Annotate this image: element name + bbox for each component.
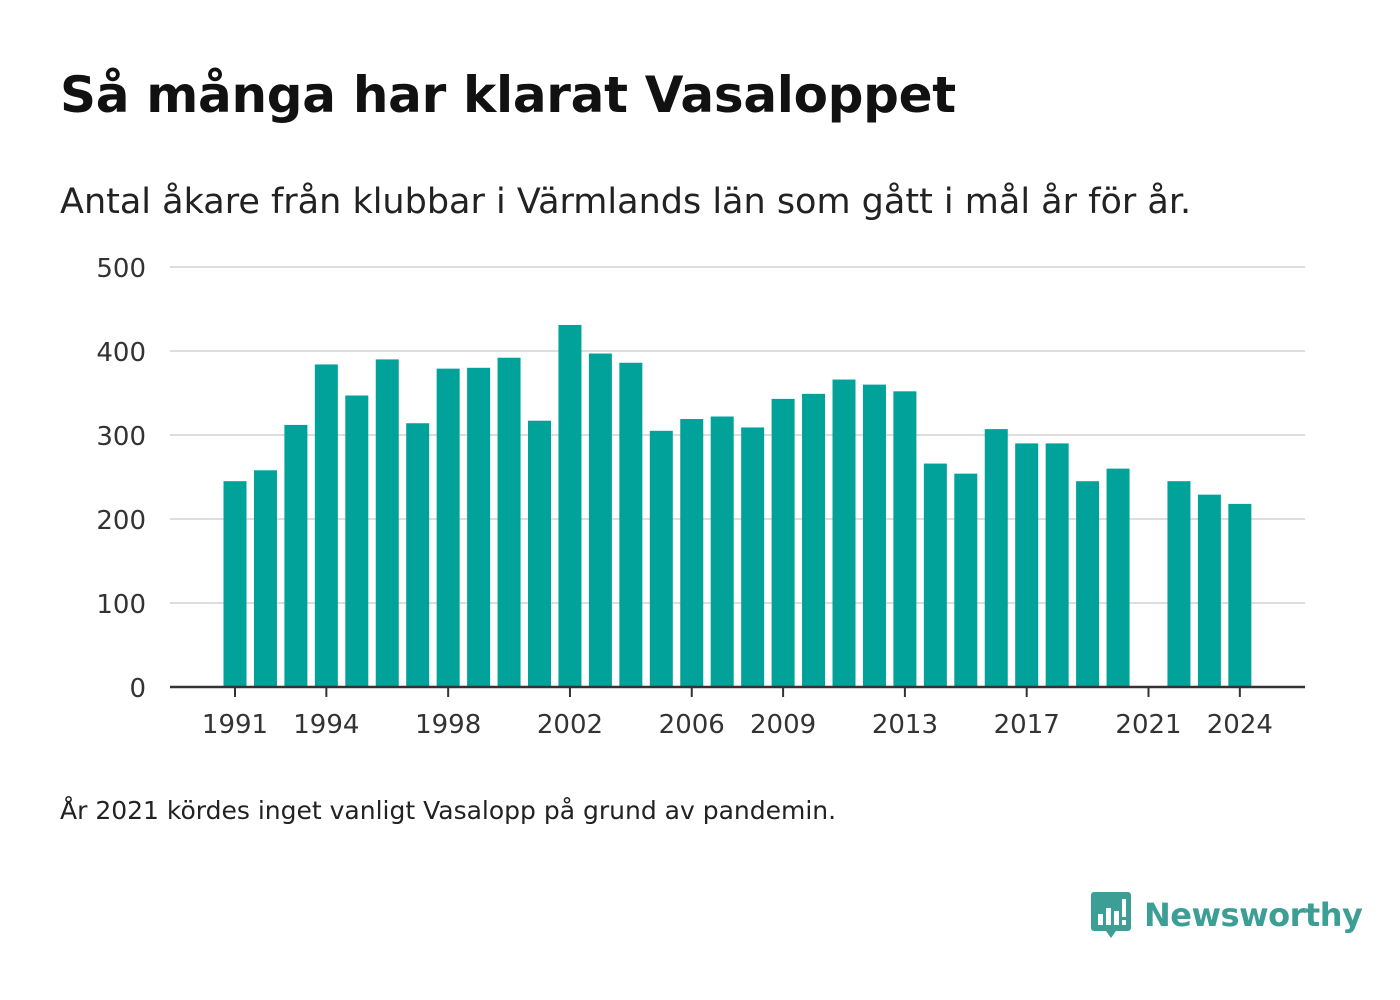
x-tick-label: 2024 [1207, 710, 1273, 740]
x-tick-label: 2006 [659, 710, 725, 740]
bar-2012 [862, 384, 886, 687]
bar-2005 [649, 430, 673, 687]
bar-2011 [832, 379, 856, 687]
x-tick-label: 1998 [415, 710, 481, 740]
y-tick-label: 400 [96, 338, 146, 368]
bar-1995 [345, 395, 369, 687]
bar-2000 [497, 357, 521, 687]
chart-title: Så många har klarat Vasaloppet [60, 66, 956, 124]
x-tick-label: 1994 [293, 710, 359, 740]
bar-2024 [1228, 503, 1252, 687]
y-tick-label: 500 [96, 254, 146, 284]
bar-1997 [406, 423, 430, 687]
bar-2010 [802, 393, 826, 687]
bar-2001 [528, 420, 551, 687]
y-tick-label: 200 [96, 506, 146, 536]
bar-2017 [1015, 443, 1039, 687]
bar-chart: 0 100 200 300 400 500 1991 1994 1998 2002 2006 200… [96, 254, 1305, 740]
bar-2016 [984, 429, 1008, 687]
x-tick-label: 2017 [994, 710, 1060, 740]
bar-1992 [253, 470, 277, 687]
bar-2004 [619, 362, 643, 687]
y-tick-label: 100 [96, 590, 146, 620]
x-tick-label: 2009 [750, 710, 816, 740]
x-axis-ticks: 1991 1994 1998 2002 2006 2009 2013 2017 2021 2024 [202, 687, 1273, 740]
bar-2013 [893, 391, 917, 687]
x-tick-label: 2013 [872, 710, 938, 740]
x-tick-label: 1991 [202, 710, 268, 740]
bar-2014 [923, 463, 947, 687]
gridlines [170, 266, 1305, 604]
x-tick-label: 2002 [537, 710, 603, 740]
x-tick-label: 2021 [1115, 710, 1181, 740]
bar-2018 [1045, 443, 1069, 687]
brand-logo[interactable]: Newsworthy [1090, 890, 1363, 940]
bar-2022 [1167, 481, 1191, 687]
bar-2006 [680, 419, 704, 687]
bar-2003 [588, 353, 612, 687]
bar-2008 [741, 427, 765, 687]
newsworthy-logo-icon [1091, 892, 1131, 938]
bar-2023 [1197, 494, 1221, 687]
bar-1991 [223, 481, 247, 687]
y-axis-labels: 0 100 200 300 400 500 [96, 254, 146, 704]
footnote: År 2021 kördes inget vanligt Vasalopp på… [60, 796, 837, 825]
y-tick-label: 300 [96, 422, 146, 452]
bar-1998 [436, 368, 460, 687]
chart-subtitle: Antal åkare från klubbar i Värmlands län… [60, 182, 1192, 222]
brand-name: Newsworthy [1144, 896, 1363, 934]
y-tick-label: 0 [129, 674, 146, 704]
bar-2019 [1076, 481, 1100, 687]
bar-1999 [467, 367, 491, 687]
bar-2009 [771, 398, 795, 687]
bar-1994 [314, 364, 338, 687]
bar-1996 [375, 359, 399, 687]
bars [223, 324, 1252, 687]
bar-2002 [558, 324, 582, 687]
bar-2020 [1106, 468, 1130, 687]
bar-1993 [284, 424, 308, 687]
bar-2007 [710, 416, 734, 687]
bar-2015 [954, 473, 978, 687]
